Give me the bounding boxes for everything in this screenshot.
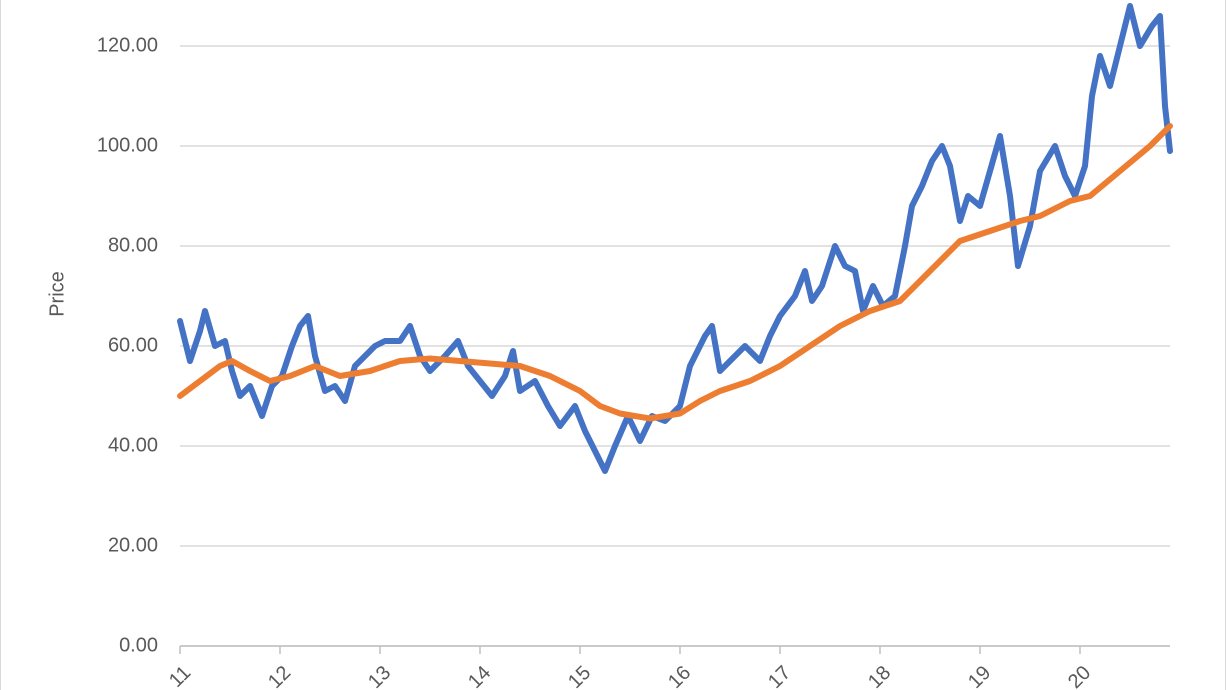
y-tick-label: 20.00 [108,534,158,556]
y-tick-label: 0.00 [119,634,158,656]
y-tick-label: 60.00 [108,334,158,356]
series-line [177,3,1173,474]
series-line [177,123,1173,422]
y-tick-label: 100.00 [97,134,158,156]
y-tick-label: 80.00 [108,234,158,256]
y-axis-title: Price [46,271,68,317]
y-tick-label: 120.00 [97,34,158,56]
y-tick-label: 40.00 [108,434,158,456]
